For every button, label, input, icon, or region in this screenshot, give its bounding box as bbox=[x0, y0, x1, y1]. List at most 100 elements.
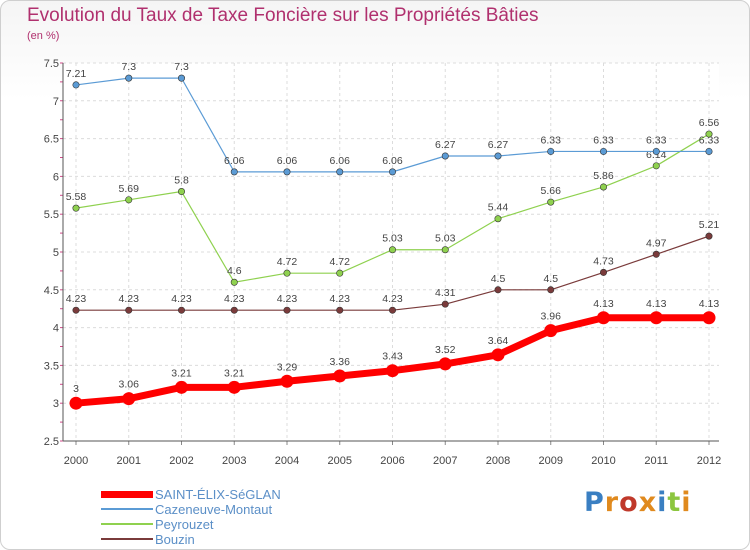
data-point bbox=[178, 188, 186, 196]
data-point bbox=[599, 183, 607, 191]
data-label: 3 bbox=[73, 383, 79, 395]
line-chart: 2.5 3 3.5 4 4.5 5 5.5 6 6.5 7 7.5 2000 2001 2002 2003 2… bbox=[44, 58, 722, 467]
data-point bbox=[69, 396, 83, 410]
data-point bbox=[702, 311, 716, 325]
data-point bbox=[599, 147, 607, 155]
data-point bbox=[125, 74, 133, 82]
data-point bbox=[652, 250, 660, 258]
data-point bbox=[227, 380, 241, 394]
logo-letter: r bbox=[604, 487, 620, 518]
chart-title: Evolution du Taux de Taxe Foncière sur l… bbox=[27, 5, 539, 26]
data-label: 5.86 bbox=[593, 170, 614, 182]
x-tick-label: 2009 bbox=[539, 455, 563, 467]
logo-letter: t bbox=[667, 487, 682, 518]
data-point bbox=[175, 380, 188, 394]
data-label: 6.33 bbox=[699, 134, 720, 146]
data-label: 4.13 bbox=[646, 298, 667, 310]
data-point bbox=[125, 306, 133, 314]
data-label: 6.27 bbox=[488, 139, 509, 151]
data-label: 6.56 bbox=[699, 117, 720, 129]
data-point bbox=[599, 268, 607, 276]
data-point bbox=[388, 246, 396, 254]
data-label: 3.36 bbox=[330, 356, 351, 368]
data-label: 4.5 bbox=[543, 273, 558, 285]
data-point bbox=[597, 311, 610, 325]
legend-swatch bbox=[101, 538, 153, 540]
data-label: 4.23 bbox=[277, 293, 298, 305]
legend-label: Cazeneuve-Montaut bbox=[155, 502, 273, 517]
data-point bbox=[125, 196, 133, 204]
data-label: 5.58 bbox=[66, 191, 87, 203]
data-point bbox=[336, 168, 344, 176]
data-label: 3.21 bbox=[171, 367, 192, 379]
data-point bbox=[72, 204, 80, 212]
data-label: 5.69 bbox=[119, 183, 140, 195]
data-point bbox=[547, 147, 555, 155]
data-point bbox=[388, 168, 396, 176]
data-point bbox=[494, 152, 502, 160]
data-label: 6.27 bbox=[435, 139, 456, 151]
data-point bbox=[72, 306, 80, 314]
data-point bbox=[178, 74, 186, 82]
data-point bbox=[230, 306, 238, 314]
data-label: 3.06 bbox=[119, 379, 140, 391]
data-label: 3.29 bbox=[277, 361, 298, 373]
y-tick-label: 4.5 bbox=[44, 285, 59, 297]
logo-letter: x bbox=[638, 487, 658, 518]
data-point bbox=[494, 286, 502, 294]
y-tick-label: 6.5 bbox=[44, 134, 59, 146]
data-label: 7.3 bbox=[174, 61, 189, 73]
data-point bbox=[333, 369, 347, 383]
legend-swatch bbox=[101, 523, 153, 525]
data-label: 5.03 bbox=[382, 233, 403, 245]
data-point bbox=[441, 300, 449, 308]
data-label: 4.5 bbox=[491, 273, 506, 285]
data-label: 4.23 bbox=[330, 293, 351, 305]
legend-label: Peyrouzet bbox=[155, 517, 214, 532]
data-point bbox=[230, 168, 238, 176]
x-tick-label: 2004 bbox=[275, 455, 299, 467]
x-tick-label: 2005 bbox=[328, 455, 352, 467]
data-point bbox=[547, 198, 555, 206]
data-point bbox=[178, 306, 186, 314]
logo-letter: o bbox=[619, 487, 639, 518]
data-point bbox=[283, 269, 291, 277]
data-point bbox=[652, 162, 660, 170]
data-point bbox=[544, 324, 558, 338]
y-tick-label: 4 bbox=[53, 323, 59, 335]
data-label: 3.96 bbox=[541, 311, 562, 323]
data-point bbox=[72, 81, 80, 89]
data-point bbox=[705, 130, 713, 138]
data-label: 4.31 bbox=[435, 287, 456, 299]
logo-letter: P bbox=[584, 487, 605, 518]
data-label: 5.21 bbox=[699, 219, 720, 231]
data-point bbox=[705, 147, 713, 155]
data-point bbox=[280, 374, 294, 388]
data-label: 4.23 bbox=[382, 293, 403, 305]
data-point bbox=[491, 348, 505, 362]
x-tick-label: 2011 bbox=[644, 455, 668, 467]
data-label: 6.33 bbox=[541, 134, 562, 146]
legend-label: SAINT-ÉLIX-SéGLAN bbox=[155, 487, 281, 502]
data-point bbox=[336, 269, 344, 277]
data-point bbox=[283, 168, 291, 176]
unit-label: (en %) bbox=[27, 30, 60, 42]
x-tick-label: 2010 bbox=[591, 455, 615, 467]
data-label: 4.73 bbox=[593, 255, 614, 267]
x-tick-label: 2003 bbox=[222, 455, 246, 467]
data-point bbox=[441, 152, 449, 160]
x-tick-label: 2008 bbox=[486, 455, 510, 467]
data-label: 5.66 bbox=[541, 185, 562, 197]
logo-letter: i bbox=[657, 487, 668, 518]
data-label: 4.13 bbox=[699, 298, 720, 310]
x-tick-label: 2007 bbox=[433, 455, 457, 467]
data-label: 4.72 bbox=[330, 256, 351, 268]
data-label: 3.52 bbox=[435, 344, 456, 356]
x-tick-label: 2000 bbox=[64, 455, 88, 467]
data-point bbox=[438, 357, 452, 371]
data-point bbox=[336, 306, 344, 314]
data-label: 6.06 bbox=[224, 155, 245, 167]
data-point bbox=[494, 215, 502, 223]
data-point bbox=[652, 147, 660, 155]
